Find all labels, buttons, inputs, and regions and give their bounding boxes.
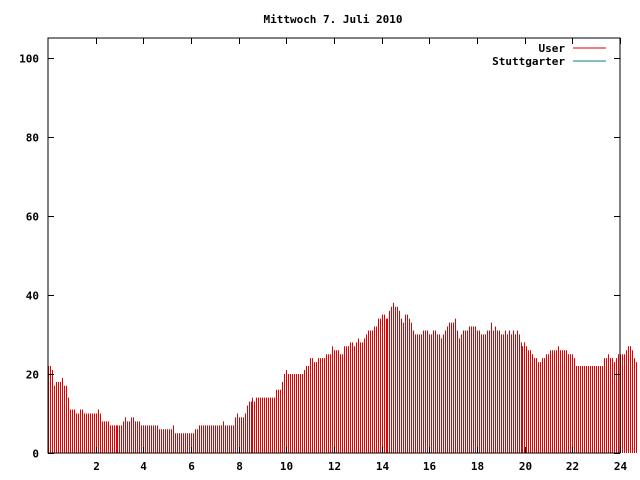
chart-title: Mittwoch 7. Juli 2010 — [263, 13, 402, 26]
y-tick-label: 80 — [26, 132, 39, 145]
bars-user — [48, 302, 637, 453]
x-axis: 2 4 6 8 10 12 14 16 18 20 22 24 — [93, 38, 627, 473]
x-tick-label: 14 — [376, 460, 390, 473]
x-tick-label: 18 — [471, 460, 484, 473]
legend-label-stuttgarter: Stuttgarter — [492, 55, 565, 68]
x-tick-label: 20 — [519, 460, 532, 473]
legend-label-user: User — [539, 42, 566, 55]
y-tick-label: 60 — [26, 211, 39, 224]
y-tick-label: 0 — [32, 448, 39, 461]
x-tick-label: 4 — [140, 460, 147, 473]
x-tick-label: 12 — [328, 460, 341, 473]
y-tick-label: 40 — [26, 290, 39, 303]
y-tick-label: 100 — [19, 53, 39, 66]
x-tick-label: 10 — [280, 460, 293, 473]
legend: User Stuttgarter — [492, 42, 606, 68]
x-tick-label: 6 — [188, 460, 195, 473]
y-axis: 0 20 40 60 80 100 — [19, 53, 620, 461]
x-tick-label: 2 — [93, 460, 100, 473]
x-tick-label: 24 — [614, 460, 628, 473]
y-tick-label: 20 — [26, 369, 39, 382]
x-tick-label: 16 — [423, 460, 437, 473]
x-tick-label: 22 — [566, 460, 579, 473]
x-tick-label: 8 — [236, 460, 243, 473]
